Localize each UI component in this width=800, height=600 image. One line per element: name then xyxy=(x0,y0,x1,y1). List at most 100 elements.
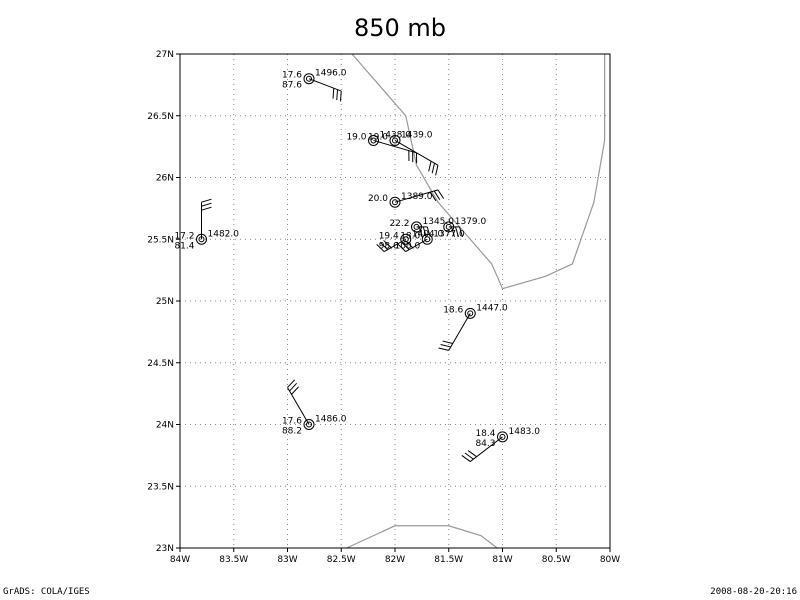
station-value-right: 1486.0 xyxy=(315,415,347,425)
station-value-left-bottom: 81.4 xyxy=(174,241,194,251)
wind-barb-feather xyxy=(461,455,471,462)
tick-label-lon: 81W xyxy=(492,555,512,565)
wind-barb-feather xyxy=(201,206,212,211)
station-plot: 18.484.3 1483.0 xyxy=(461,427,541,462)
tick-label-lon: 80W xyxy=(600,555,620,565)
wind-barb-shaft xyxy=(394,140,439,166)
station-value-left-bottom: 87.6 xyxy=(282,81,302,91)
axis-ticks: 84W 83.5W 83W 82.5W 82W 81.5W 81W 80.5W 80W 23N 23… xyxy=(147,50,620,565)
tick-label-lat: 25.5N xyxy=(147,235,174,245)
station-value-left-top: 17.6 xyxy=(282,417,302,427)
wind-barb-feather xyxy=(467,450,477,458)
station-circle-outer xyxy=(497,431,508,443)
footer-credit: GrADS: COLA/IGES xyxy=(3,587,90,597)
station-plot: 19.0 1439.0 xyxy=(368,130,439,176)
wind-barb-feather xyxy=(336,89,339,101)
station-value-left-top: 22.2 xyxy=(389,219,409,229)
wind-barb-shaft xyxy=(405,238,428,253)
tick-label-lat: 25N xyxy=(156,297,174,307)
wind-barb-feather xyxy=(289,382,298,392)
wind-barb-feather xyxy=(451,226,455,238)
wind-barb-feather xyxy=(397,244,407,252)
wind-barb-feather xyxy=(442,340,453,344)
tick-label-lat: 23N xyxy=(156,544,174,554)
station-value-left-top: 18.0 xyxy=(400,231,420,241)
station-value-left-top: 19.0 xyxy=(346,132,366,142)
station-value-right: 1447.0 xyxy=(476,303,508,313)
wind-barb-feather xyxy=(455,226,459,238)
wind-barb-feather xyxy=(428,161,432,172)
station-circle-inner xyxy=(424,236,431,243)
wind-barb-feather xyxy=(422,226,427,238)
station-circle-inner xyxy=(370,137,377,144)
coastlines xyxy=(346,53,606,549)
wind-barb-feather xyxy=(435,165,439,176)
wind-barb-shaft xyxy=(469,436,503,462)
wind-barb-shaft xyxy=(373,139,417,154)
station-value-right: 1483.0 xyxy=(509,427,541,437)
station-circle-inner xyxy=(306,75,312,82)
station-circle-inner xyxy=(499,433,506,440)
tick-label-lat: 26.5N xyxy=(147,112,174,122)
wind-barb-feather xyxy=(201,202,212,207)
station-plot: 20.0 1389.0 xyxy=(368,189,445,208)
wind-barb-feather xyxy=(201,198,212,203)
tick-label-lat: 24.5N xyxy=(147,359,174,369)
wind-barb-feather xyxy=(459,226,463,238)
station-value-right: 1379.0 xyxy=(455,217,487,227)
wind-barb-feather xyxy=(339,91,342,102)
wind-barb-feather xyxy=(379,242,389,250)
wind-barb-feather xyxy=(464,452,474,460)
wind-barb-shaft xyxy=(394,189,439,203)
station-plot: 1379.0 xyxy=(443,217,487,238)
station-plot: 17.281.4 1482.0 xyxy=(174,198,240,251)
station-value-right: 1389.0 xyxy=(401,192,433,202)
station-plot: 17.688.2 1486.0 xyxy=(282,379,347,437)
station-value-left-top: 19.0 xyxy=(368,132,388,142)
station-value-left-bottom: 84.3 xyxy=(475,439,495,449)
station-plot: 18.6 1447.0 xyxy=(438,303,508,351)
wind-barb-feather xyxy=(429,191,437,202)
wind-barb-feather xyxy=(418,226,423,238)
station-circle-outer xyxy=(421,233,433,245)
wind-barb-feather xyxy=(332,88,335,99)
station-circle-inner xyxy=(402,236,409,243)
station-value-right: 1496.0 xyxy=(315,69,347,79)
wind-barb-feather xyxy=(431,163,436,174)
tick-label-lon: 84W xyxy=(170,555,190,565)
station-value-right: 1345.0 xyxy=(423,217,455,227)
tick-label-lon: 83W xyxy=(277,555,297,565)
station-value-right: 1377.0 xyxy=(433,229,465,239)
station-value-left-bottom: 100.0 xyxy=(394,241,420,251)
wind-barb-feather xyxy=(291,386,300,395)
station-value-left-bottom: 88.2 xyxy=(282,427,302,437)
map-title: 850 mb xyxy=(353,14,447,42)
station-value-left-top: 20.0 xyxy=(368,194,388,204)
tick-label-lat: 23.5N xyxy=(147,482,174,492)
tick-label-lon: 82.5W xyxy=(327,555,356,565)
station-circle-outer xyxy=(303,73,315,85)
station-circle-inner xyxy=(467,310,474,317)
station-value-left-bottom: 98.0 xyxy=(379,241,399,251)
station-circle-inner xyxy=(392,137,398,144)
tick-label-lon: 83.5W xyxy=(219,555,248,565)
wind-barb-feather xyxy=(401,242,410,250)
station-value-left-top: 17.6 xyxy=(282,71,302,81)
coastline xyxy=(351,53,606,290)
wind-barb-shaft xyxy=(308,78,342,92)
coastline xyxy=(346,525,498,549)
station-circle-inner xyxy=(306,421,312,428)
tick-label-lon: 80.5W xyxy=(542,555,571,565)
wind-barb-feather xyxy=(437,189,445,199)
tick-label-lat: 24N xyxy=(156,421,174,431)
wind-barb-feather xyxy=(376,244,385,252)
tick-label-lat: 27N xyxy=(156,50,174,60)
wind-barb-shaft xyxy=(287,387,310,425)
station-value-right: 1482.0 xyxy=(208,229,240,239)
station-circle-outer xyxy=(368,134,379,146)
tick-label-lon: 81.5W xyxy=(434,555,463,565)
wind-barb-feather xyxy=(383,240,392,248)
